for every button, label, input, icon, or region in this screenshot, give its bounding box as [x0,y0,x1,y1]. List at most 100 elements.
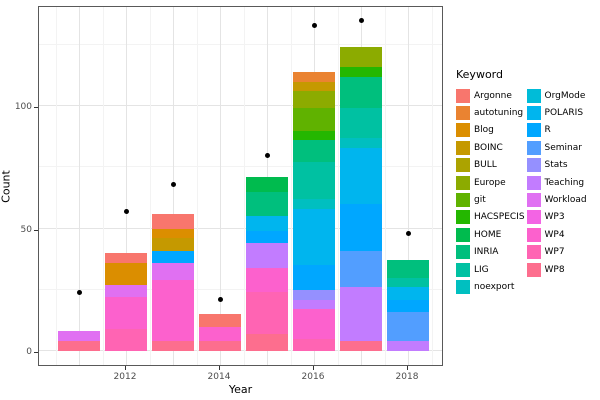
legend-swatch [526,140,541,155]
legend-item-Teaching: Teaching [526,174,587,191]
bar-segment-Seminar [340,250,382,288]
data-point-dot [76,289,82,295]
y-tick-mark [34,352,38,353]
legend-swatch [526,210,541,225]
legend-item-label: R [544,125,551,136]
bar-segment-R [246,230,288,244]
bar-segment-WP8 [340,341,382,351]
legend-item-label: HOME [474,229,502,240]
y-axis-title: Count [0,170,13,203]
legend: Keyword Argonne autotuning Blog BOINC BULL Eu… [456,68,587,296]
x-tick-mark [313,366,314,370]
gridline-x-minor [290,7,292,365]
legend-item-label: BOINC [474,142,503,153]
bar-segment-WP8 [199,341,241,351]
legend-item-noexport: noexport [456,278,525,295]
bar-segment-POLARIS [340,147,382,205]
legend-item-Argonne: Argonne [456,87,525,104]
bar-segment-Seminar [387,311,429,342]
bar-segment-LIG [293,162,335,200]
gridline-x-minor [196,7,198,365]
x-axis-title: Year [228,383,253,396]
bar-segment-Teaching [246,243,288,268]
bar-segment-WP4 [246,267,288,293]
legend-item-Blog: Blog [456,122,525,139]
legend-item-label: HACSPECIS [474,212,525,223]
bar-segment-HOME [246,177,288,192]
legend-item-R: R [526,122,587,139]
gridline-y-major [39,105,442,106]
bar-segment-Argonne [105,253,147,263]
bar-segment-POLARIS [293,208,335,266]
bar-segment-INRIA [293,140,335,163]
gridline-x-minor [243,7,245,365]
legend-item-label: Argonne [474,90,512,101]
legend-item-WP4: WP4 [526,226,587,243]
bar-segment-WP4 [199,326,241,342]
bar-segment-R [387,299,429,312]
legend-item-Seminar: Seminar [526,139,587,156]
legend-swatch [526,158,541,173]
gridline-x-minor [55,7,57,365]
bar-segment-R [152,250,194,263]
x-tick-mark [219,366,220,370]
bar-2017 [340,47,382,351]
legend-item-git: git [456,191,525,208]
legend-item-WP7: WP7 [526,244,587,261]
bar-segment-WP4 [152,279,194,342]
bar-segment-HACSPECIS [340,66,382,77]
legend-item-label: Stats [544,160,568,171]
bar-segment-INRIA [246,191,288,217]
y-tick-mark [34,229,38,231]
gridline-x-major [79,7,80,365]
legend-swatch [526,106,541,121]
bar-segment-WP7 [105,328,147,351]
bar-segment-Argonne [199,314,241,327]
legend-item-HACSPECIS: HACSPECIS [456,209,525,226]
legend-item-autotuning: autotuning [456,104,525,121]
bar-segment-Argonne [152,213,194,229]
legend-swatch [456,175,470,190]
bar-segment-WP4 [293,309,335,339]
gridline-x-major [220,7,221,365]
x-tick-label: 2018 [395,372,419,382]
legend-item-label: noexport [474,281,515,292]
bar-segment-WP7 [246,292,288,334]
legend-swatch [456,88,470,103]
bar-segment-Blog [105,262,147,285]
legend-item-label: POLARIS [544,108,584,119]
legend-item-WP3: WP3 [526,209,587,226]
legend-swatch [456,193,470,208]
data-point-dot [311,22,317,28]
bar-segment-Teaching [293,299,335,310]
legend-swatch [526,123,541,138]
legend-item-label: Blog [474,125,494,136]
legend-item-WP8: WP8 [526,261,587,278]
bar-2012 [105,253,147,351]
bar-segment-LIG [387,277,429,288]
bar-2018 [387,260,429,351]
legend-item-label: BULL [474,160,497,171]
data-point-dot [123,208,129,214]
bar-segment-WP4 [105,297,147,329]
legend-swatch [526,245,541,260]
bar-segment-Blog [152,228,194,239]
y-tick-label: 100 [14,102,32,112]
x-tick-label: 2012 [113,372,137,382]
gridline-x-minor [337,7,339,365]
bar-segment-HACSPECIS [293,130,335,141]
bar-segment-Europe [293,91,335,109]
legend-item-label: WP7 [544,247,565,258]
gridline-y-minor [39,166,442,168]
legend-item-label: Europe [474,177,506,188]
bar-segment-Teaching [340,287,382,342]
legend-grid: Argonne autotuning Blog BOINC BULL Europe git H… [456,87,587,296]
data-point-dot [170,181,176,187]
legend-swatch [456,227,470,242]
bar-2016 [293,71,335,351]
bar-segment-POLARIS [246,216,288,231]
bar-segment-Stats [293,289,335,300]
bar-segment-BOINC [152,238,194,251]
plot-panel [38,6,443,366]
